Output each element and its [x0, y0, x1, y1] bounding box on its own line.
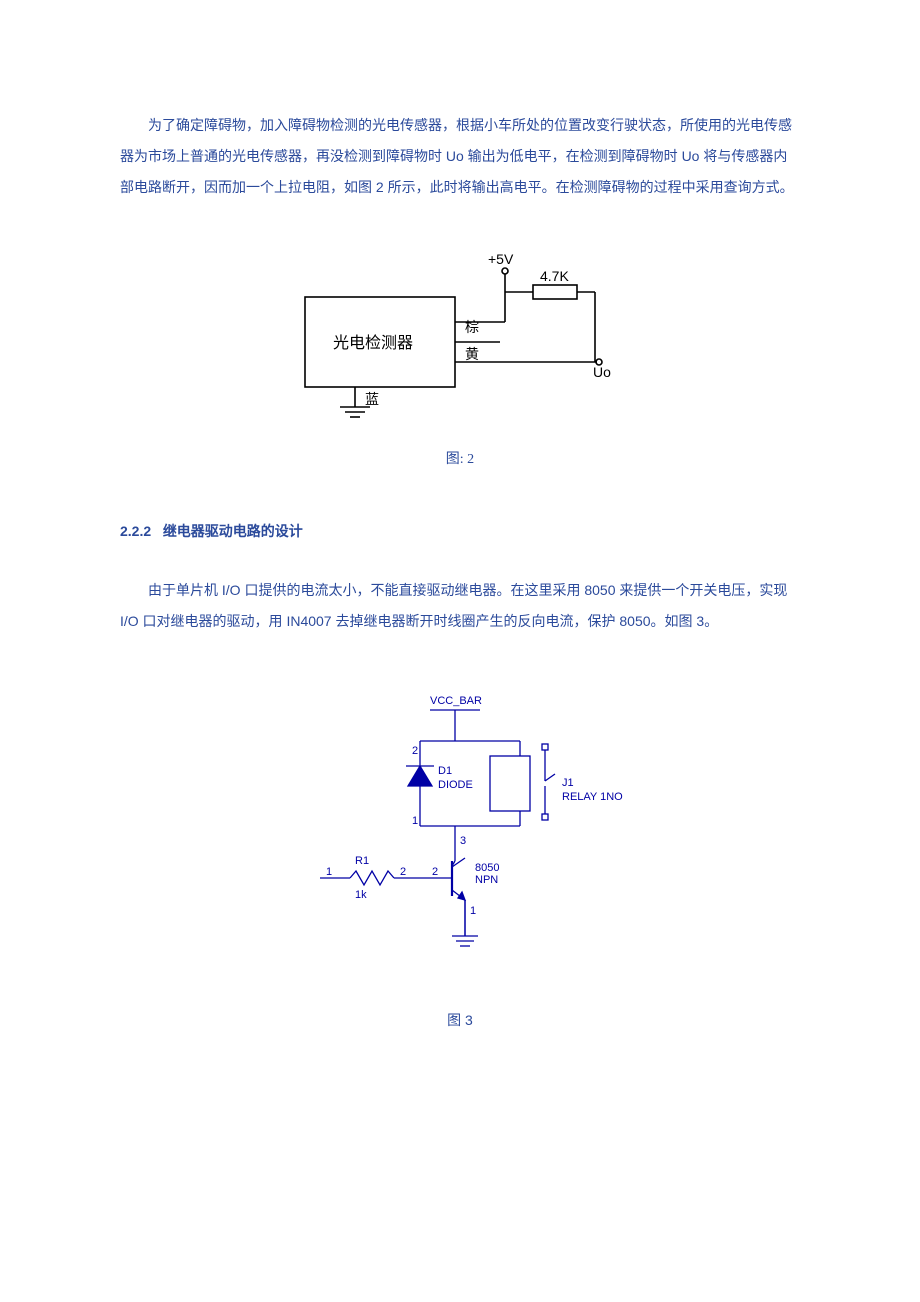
fig2-wire1-label: 棕: [465, 319, 479, 335]
fig3-relay-name: RELAY 1NO: [562, 791, 623, 803]
fig3-diode-ref: D1: [438, 765, 452, 777]
page-container: 为了确定障碍物，加入障碍物检测的光电传感器，根据小车所处的位置改变行驶状态，所使…: [0, 0, 920, 1136]
fig3-pin1-bot: 1: [412, 815, 418, 827]
figure-2-wrap: 光电检测器 +5V 4.7K 棕 黄 蓝 Uo 图: 2: [120, 252, 800, 476]
fig2-wire2-label: 黄: [465, 346, 479, 362]
fig3-pin2-a: 2: [400, 866, 406, 878]
fig3-diode-name: DIODE: [438, 779, 473, 791]
fig2-output-label: Uo: [593, 364, 611, 380]
fig3-vcc-label: VCC_BAR: [430, 695, 482, 707]
heading-number: 2.2.2: [120, 523, 151, 539]
fig3-pin3-a: 3: [460, 835, 466, 847]
fig3-transistor-type: NPN: [475, 874, 498, 886]
fig2-box-label: 光电检测器: [333, 334, 413, 352]
figure-2-caption: 图: 2: [120, 445, 800, 476]
fig2-supply-label: +5V: [488, 252, 514, 267]
fig3-pin2-top: 2: [412, 745, 418, 757]
paragraph-1: 为了确定障碍物，加入障碍物检测的光电传感器，根据小车所处的位置改变行驶状态，所使…: [120, 110, 800, 202]
fig3-pin1-emit: 1: [470, 905, 476, 917]
heading-title: 继电器驱动电路的设计: [163, 523, 303, 539]
fig2-resistor-label: 4.7K: [540, 268, 569, 284]
fig3-pin2-b: 2: [432, 866, 438, 878]
figure-2-svg: 光电检测器 +5V 4.7K 棕 黄 蓝 Uo: [295, 252, 625, 432]
fig3-pin1-a: 1: [326, 866, 332, 878]
fig3-resistor-val: 1k: [355, 889, 367, 901]
fig3-transistor-ref: 8050: [475, 862, 499, 874]
fig3-relay-ref: J1: [562, 777, 574, 789]
section-heading: 2.2.2 继电器驱动电路的设计: [120, 516, 800, 547]
paragraph-2: 由于单片机 I/O 口提供的电流太小，不能直接驱动继电器。在这里采用 8050 …: [120, 575, 800, 637]
figure-3-svg: VCC_BAR D1 DIODE J1 RELAY 1NO R1 1k 8050…: [280, 686, 640, 976]
figure-3-caption: 图 3: [120, 1005, 800, 1036]
figure-3-wrap: VCC_BAR D1 DIODE J1 RELAY 1NO R1 1k 8050…: [120, 686, 800, 1036]
fig3-resistor-ref: R1: [355, 855, 369, 867]
fig2-wire3-label: 蓝: [365, 391, 379, 407]
